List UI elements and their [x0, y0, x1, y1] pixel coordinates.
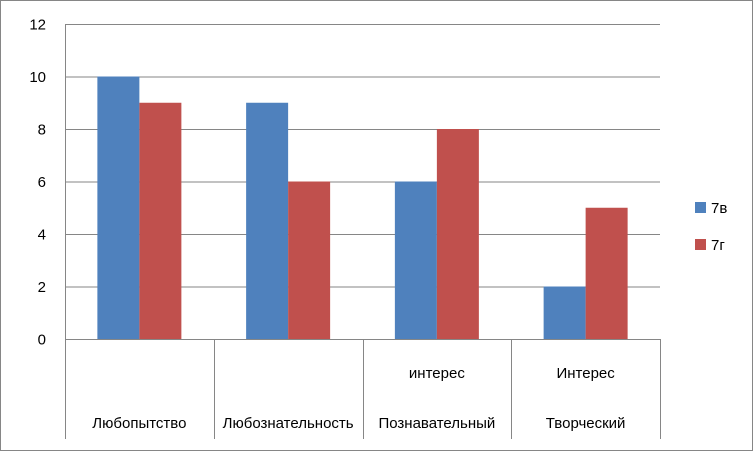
y-tick-labels: 0 2 4 6 8 10 12: [29, 17, 46, 349]
legend-label: 7г: [711, 237, 725, 254]
y-tick-label: 6: [38, 174, 46, 191]
bars: [97, 76, 628, 339]
x-category-labels: Любопытство Любознательность интерес Познав…: [92, 365, 625, 432]
bar-7г-2: [288, 181, 331, 339]
x-category-label-line2: Познавательный: [378, 415, 495, 432]
legend-swatch-7в: [695, 202, 706, 213]
x-category-label-line2: Творческий: [546, 415, 626, 432]
legend-label: 7в: [711, 200, 727, 217]
bar-7г-1: [139, 102, 182, 339]
bar-7в-4: [543, 286, 586, 339]
y-tick-label: 0: [38, 332, 46, 349]
axes: [65, 24, 661, 439]
bar-7г-4: [585, 207, 628, 339]
y-tick-label: 12: [29, 17, 46, 34]
x-category-label-line2: Любознательность: [223, 415, 354, 432]
x-category-label-line2: Любопытство: [92, 415, 186, 432]
y-tick-label: 4: [38, 227, 46, 244]
x-category-label-line1: интерес: [409, 365, 465, 382]
bar-7в-1: [97, 76, 140, 339]
y-tick-label: 10: [29, 69, 46, 86]
bar-7в-3: [394, 181, 437, 339]
y-tick-label: 8: [38, 122, 46, 139]
bar-7г-3: [436, 129, 479, 339]
y-tick-label: 2: [38, 279, 46, 296]
bar-7в-2: [246, 102, 289, 339]
legend: 7в 7г: [695, 200, 727, 254]
legend-swatch-7г: [695, 239, 706, 250]
x-category-label-line1: Интерес: [556, 365, 615, 382]
